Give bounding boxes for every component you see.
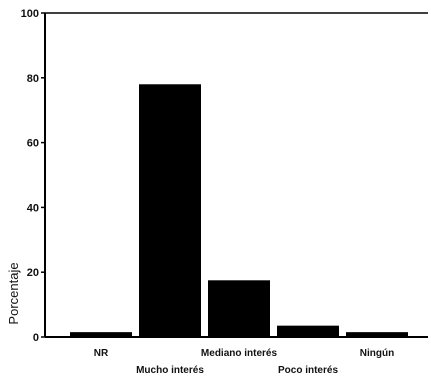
bar-2 (208, 280, 270, 337)
y-tick-label: 0 (33, 332, 39, 344)
x-category-label: Poco interés (278, 365, 338, 376)
x-category-label: Ningún (360, 348, 394, 359)
bar-1 (139, 84, 201, 337)
x-category-label: Mucho interés (136, 365, 204, 376)
bars-group (70, 84, 408, 337)
y-tick-label: 100 (21, 8, 39, 20)
y-tick-label: 20 (27, 267, 39, 279)
y-tick-label: 60 (27, 138, 39, 150)
y-tick-label: 40 (27, 202, 39, 214)
y-ticks-group: 0 20 40 60 80 100 (21, 8, 45, 344)
y-axis-title: Porcentaje (6, 262, 21, 324)
x-category-label: Mediano interés (201, 348, 278, 359)
bar-3 (277, 325, 339, 337)
bar-0 (70, 332, 132, 337)
x-category-label: NR (94, 348, 109, 359)
bar-4 (346, 332, 408, 337)
y-tick-label: 80 (27, 73, 39, 85)
